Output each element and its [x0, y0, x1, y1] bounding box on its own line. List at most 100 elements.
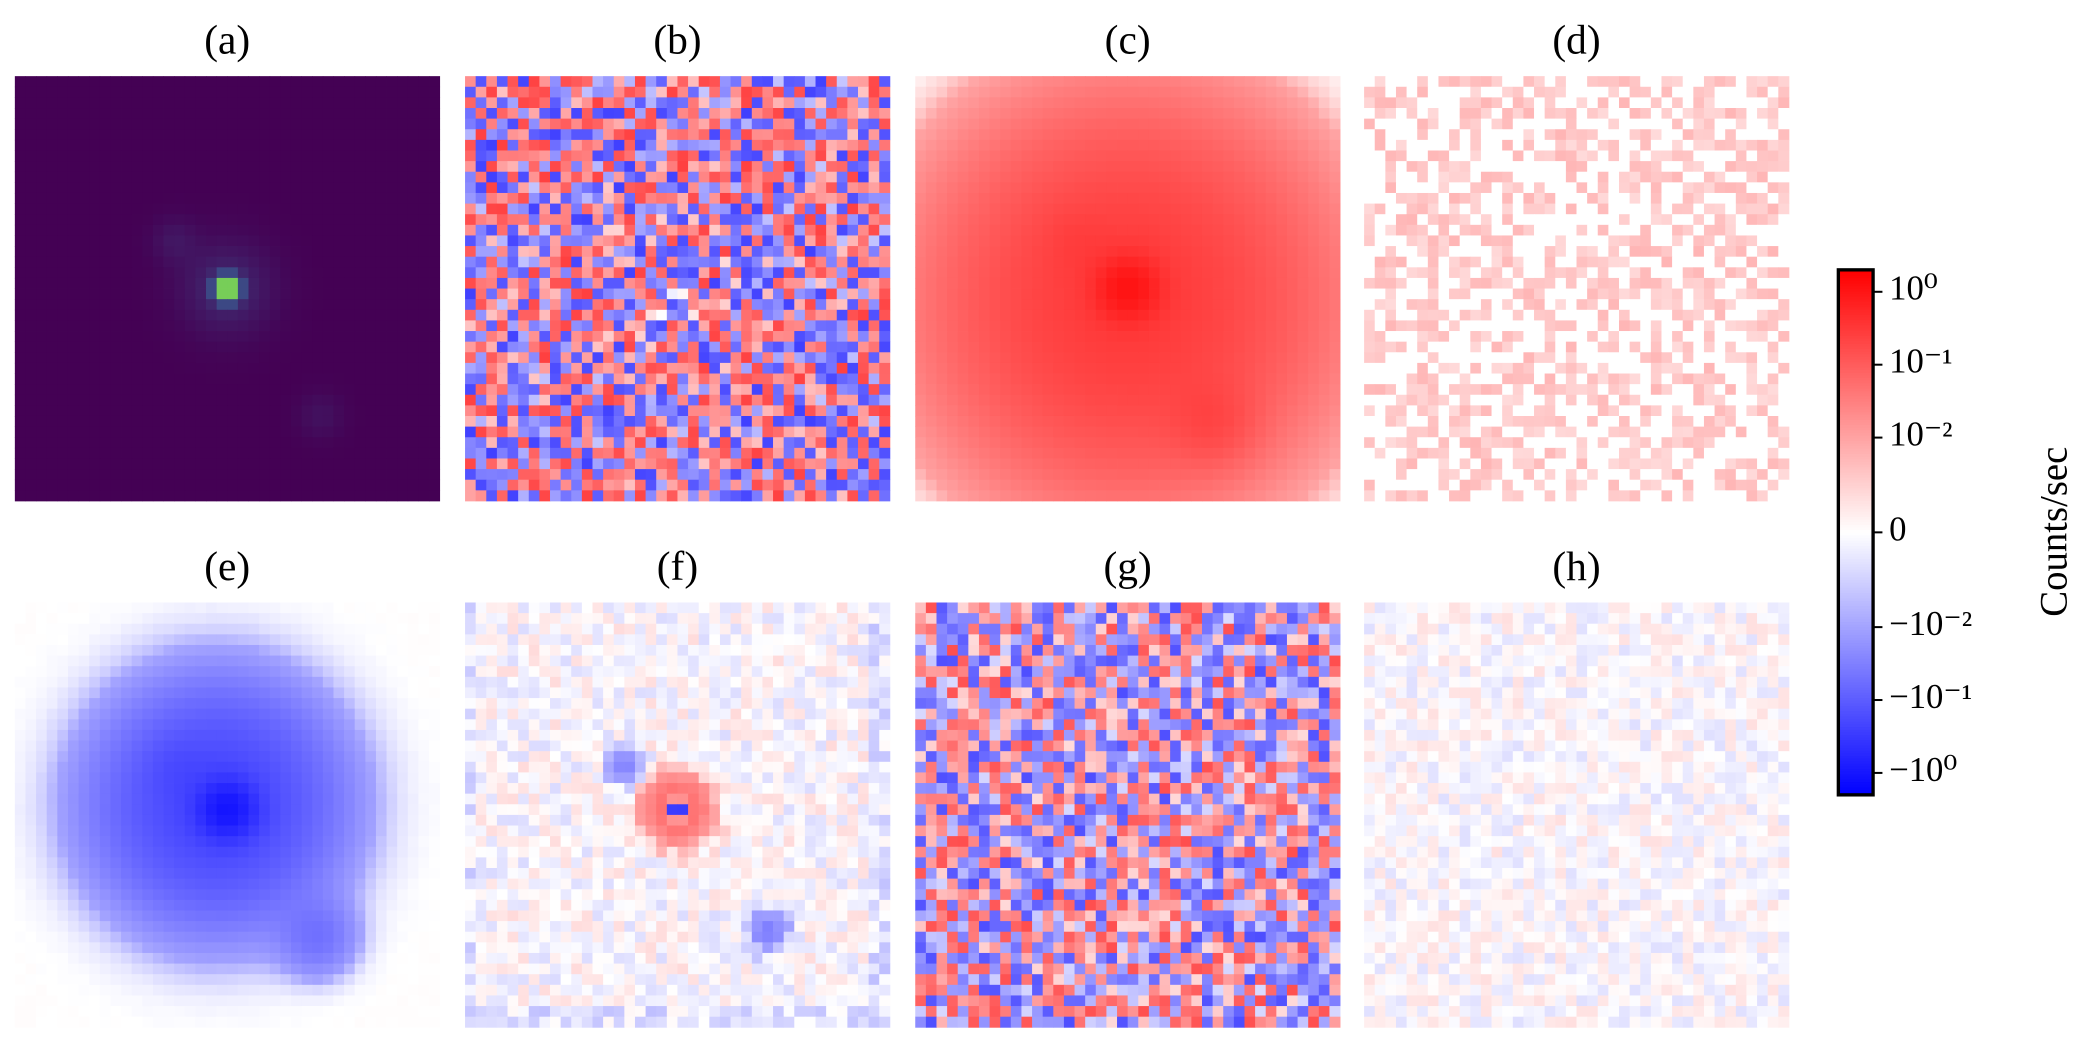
pixel	[1276, 161, 1288, 173]
pixel	[773, 139, 785, 151]
pixel	[947, 405, 959, 417]
pixel	[1010, 203, 1022, 215]
pixel	[1297, 108, 1309, 120]
pixel	[1201, 469, 1214, 481]
colorbar-label: Counts/sec	[2032, 447, 2075, 617]
pixel	[1233, 108, 1245, 120]
pixel	[719, 161, 731, 173]
pixel	[858, 192, 870, 204]
pixel	[195, 352, 207, 364]
pixel	[1000, 214, 1012, 226]
pixel	[46, 415, 58, 428]
pixel	[836, 458, 848, 470]
pixel	[507, 224, 519, 236]
pixel	[301, 341, 313, 353]
pixel	[539, 277, 551, 289]
pixel	[57, 299, 69, 311]
pixel	[1255, 384, 1267, 396]
pixel	[815, 267, 827, 279]
pixel	[868, 150, 880, 162]
pixel	[184, 192, 196, 204]
pixel	[879, 76, 891, 88]
pixel	[1010, 277, 1022, 289]
pixel	[407, 320, 419, 332]
pixel	[592, 192, 604, 204]
pixel	[751, 490, 763, 502]
pixel	[1276, 341, 1288, 353]
pixel	[322, 373, 334, 385]
pixel	[571, 352, 583, 364]
image-panel	[14, 76, 441, 502]
pixel	[783, 150, 795, 162]
pixel	[539, 214, 551, 226]
pixel	[1276, 394, 1288, 406]
pixel	[528, 256, 540, 268]
pixel	[1318, 458, 1330, 470]
pixel	[581, 129, 593, 141]
pixel	[1297, 352, 1309, 364]
pixel	[237, 139, 249, 151]
pixel	[486, 224, 498, 236]
pixel	[465, 437, 477, 449]
pixel	[1063, 426, 1075, 438]
pixel	[1757, 86, 1769, 98]
pixel	[248, 299, 260, 311]
pixel	[397, 246, 409, 258]
pixel	[99, 373, 111, 385]
pixel	[57, 129, 69, 141]
pixel	[418, 362, 430, 374]
pixel	[688, 479, 700, 491]
pixel	[804, 161, 816, 173]
pixel	[1117, 426, 1129, 438]
pixel	[1276, 150, 1288, 162]
pixel	[989, 341, 1001, 353]
pixel	[1212, 150, 1224, 162]
pixel	[290, 479, 303, 491]
pixel	[783, 373, 795, 385]
pixel	[730, 458, 742, 470]
pixel	[571, 426, 583, 438]
pixel	[518, 458, 530, 470]
pixel	[1117, 203, 1129, 215]
pixel	[344, 458, 356, 470]
pixel	[730, 182, 742, 194]
pixel	[418, 415, 430, 428]
pixel	[110, 192, 122, 204]
pixel	[581, 277, 593, 289]
pixel	[1010, 469, 1022, 481]
pixel	[989, 214, 1001, 226]
pixel	[804, 458, 816, 470]
pixel	[1148, 214, 1160, 226]
pixel	[1191, 161, 1203, 173]
pixel	[280, 139, 292, 151]
pixel	[1159, 394, 1171, 406]
pixel	[773, 299, 785, 311]
pixel	[397, 97, 409, 109]
pixel	[375, 139, 387, 151]
pixel	[14, 192, 26, 204]
pixel	[407, 415, 419, 428]
pixel	[1512, 118, 1524, 130]
pixel	[1021, 288, 1033, 300]
pixel	[121, 288, 133, 300]
pixel	[925, 437, 937, 449]
pixel	[1223, 203, 1235, 215]
pixel	[333, 118, 345, 130]
pixel	[698, 415, 710, 428]
pixel	[539, 150, 551, 162]
pixel	[1106, 86, 1118, 98]
pixel	[581, 352, 593, 364]
pixel	[1608, 86, 1620, 98]
pixel	[152, 458, 164, 470]
pixel	[957, 267, 969, 279]
pixel	[333, 320, 345, 332]
pixel	[1180, 458, 1192, 470]
pixel	[978, 299, 990, 311]
pixel	[1148, 203, 1160, 215]
pixel	[603, 373, 615, 385]
pixel	[603, 86, 615, 98]
pixel	[1265, 97, 1277, 109]
pixel	[142, 214, 154, 226]
pixel	[121, 405, 133, 417]
pixel	[67, 277, 79, 289]
